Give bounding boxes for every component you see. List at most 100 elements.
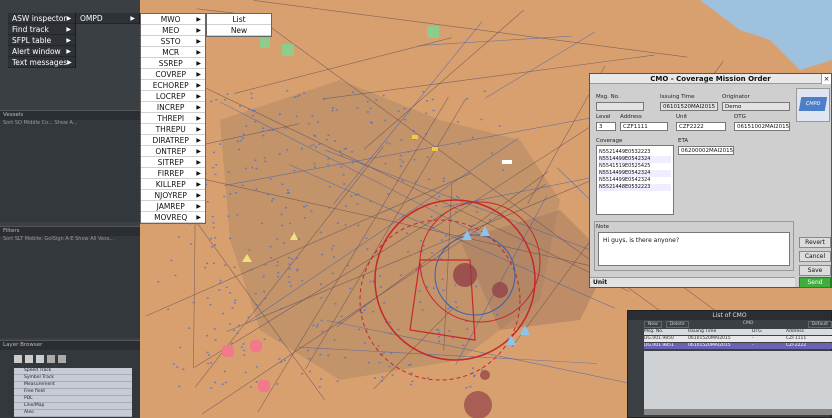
menu-item-killrep[interactable]: KILLREP ▶ (141, 179, 205, 190)
track-dot (283, 359, 286, 362)
close-icon[interactable]: × (821, 74, 831, 84)
column-header[interactable]: Address (786, 329, 804, 334)
layer-item[interactable]: Line/Map (14, 403, 132, 410)
menu-item-threpu[interactable]: THREPU ▶ (141, 124, 205, 135)
layer-item[interactable]: PDL (14, 396, 132, 403)
unit-symbol-blue[interactable] (520, 325, 530, 335)
column-header[interactable]: DTG (752, 329, 762, 334)
layer-item[interactable]: Measurement (14, 382, 132, 389)
menu-item-firrep[interactable]: FIRREP ▶ (141, 168, 205, 179)
menu-item-label: Text messages (12, 58, 68, 67)
menu-item-label: FIRREP (157, 169, 184, 178)
track-dot (431, 226, 434, 229)
submenu-arrow-icon: ▶ (66, 15, 72, 22)
layer-list: Speed Track Symbol Track Measurement Free f… (14, 368, 132, 417)
menu-item-alert-window[interactable]: Alert window ▶ (8, 46, 75, 57)
coverage-item[interactable]: N5514499E0542324 (599, 156, 671, 163)
unit-symbol-blue[interactable] (462, 230, 472, 240)
track-dot (321, 253, 324, 256)
menu-item-diratrep[interactable]: DIRATREP ▶ (141, 135, 205, 146)
delete-cmo-button[interactable]: Delete (665, 321, 689, 328)
menu-item-sitrep[interactable]: SITREP ▶ (141, 157, 205, 168)
layer-item[interactable]: Speed Track (14, 368, 132, 375)
menu-item-meo[interactable]: MEO ▶ (141, 25, 205, 36)
menu-item-find-track[interactable]: Find track ▶ (8, 24, 75, 35)
menu-item-text-messages[interactable]: Text messages ▶ (8, 57, 75, 68)
layer-item[interactable]: Symbol Track (14, 375, 132, 382)
track-dot (233, 266, 236, 268)
save-button[interactable]: Save (799, 265, 831, 276)
track-dot (472, 224, 475, 226)
unit-symbol-pink[interactable] (222, 345, 234, 357)
unit-symbol-small[interactable] (412, 135, 418, 139)
unit-symbol-pink[interactable] (250, 340, 262, 352)
coverage-item[interactable]: N5514499E0542324 (599, 170, 671, 177)
eta-field[interactable]: 06200002MAI2015 (678, 146, 734, 155)
layer-tool-button[interactable] (47, 355, 55, 363)
menu-item-ssrep[interactable]: SSREP ▶ (141, 58, 205, 69)
layer-item[interactable]: Aleo (14, 410, 132, 417)
layer-tool-button[interactable] (36, 355, 44, 363)
cancel-button[interactable]: Cancel (799, 251, 831, 262)
column-header[interactable]: Msg. No. (644, 329, 664, 334)
contact-marker[interactable] (480, 370, 490, 380)
menu-item-asw-inspector[interactable]: ASW inspector ▶ (8, 13, 75, 24)
menu-item-njoyrep[interactable]: NJOYREP ▶ (141, 190, 205, 201)
layer-tool-button[interactable] (25, 355, 33, 363)
table-row-selected[interactable]: DG.001.9851 06101520MAI2015 - CZF2222 (644, 343, 832, 349)
menu-item-mwo[interactable]: MWO ▶ (141, 14, 205, 25)
level-select[interactable]: 3 (596, 122, 616, 131)
coverage-item[interactable]: N5521449E0532223 (599, 149, 671, 156)
unit-symbol-green[interactable] (282, 44, 294, 56)
track-dot (502, 169, 505, 171)
unit-symbol-blue[interactable] (480, 226, 490, 236)
contact-marker[interactable] (464, 391, 492, 418)
column-header[interactable]: Issuing Time (688, 329, 717, 334)
note-textarea[interactable]: Hi guys, is there anyone? (598, 232, 790, 266)
coverage-list[interactable]: N5521449E0532223 N5514499E0542324 N5541519… (596, 145, 674, 215)
menu-item-sfpl-table[interactable]: SFPL table ▶ (8, 35, 75, 46)
menu-item-threpi[interactable]: THREPI ▶ (141, 113, 205, 124)
coverage-item[interactable]: N5521448E0532223 (599, 184, 671, 191)
track-dot (261, 222, 264, 225)
menu-item-jamrep[interactable]: JAMREP ▶ (141, 201, 205, 212)
unit-symbol-green[interactable] (427, 26, 439, 38)
track-dot (287, 275, 290, 278)
layer-tool-button[interactable] (58, 355, 66, 363)
horizontal-scrollbar[interactable] (644, 409, 832, 415)
unit-symbol-small[interactable] (432, 147, 438, 151)
unit-symbol-pink[interactable] (258, 380, 270, 392)
menu-item-increp[interactable]: INCREP ▶ (141, 102, 205, 113)
send-button[interactable]: Send (799, 277, 831, 288)
unit-field[interactable]: CZF2222 (676, 122, 726, 131)
unit-symbol-yellow[interactable] (290, 232, 298, 240)
unit-symbol-blue[interactable] (506, 335, 516, 345)
menu-item-covrep[interactable]: COVREP ▶ (141, 69, 205, 80)
table-row[interactable]: DG.001.9850 06101520MAI2015 - CZF1111 (644, 336, 832, 342)
menu-item-mcr[interactable]: MCR ▶ (141, 47, 205, 58)
layer-item[interactable]: Free field (14, 389, 132, 396)
unit-symbol-yellow[interactable] (242, 254, 252, 262)
menu-item-ssto[interactable]: SSTO ▶ (141, 36, 205, 47)
default-button[interactable]: Default (807, 321, 832, 328)
unit-symbol-green[interactable] (260, 38, 270, 48)
coverage-item[interactable]: N5514499E0542324 (599, 177, 671, 184)
track-dot (293, 96, 296, 98)
address-select[interactable]: CZF1111 (620, 122, 668, 131)
contact-marker[interactable] (492, 282, 508, 298)
menu-item-locrep[interactable]: LOCREP ▶ (141, 91, 205, 102)
menu-item-list[interactable]: List (207, 14, 271, 25)
menu-item-echorep[interactable]: ECHOREP ▶ (141, 80, 205, 91)
coverage-item[interactable]: N5541519E0525425 (599, 163, 671, 170)
layer-tool-button[interactable] (14, 355, 22, 363)
track-dot (407, 251, 410, 253)
menu-item-new[interactable]: New (207, 25, 271, 36)
menu-item-ompd[interactable]: OMPD ▶ (76, 13, 139, 24)
revert-button[interactable]: Revert (799, 237, 831, 248)
unit-symbol-small[interactable] (502, 160, 512, 164)
contact-marker[interactable] (453, 263, 477, 287)
dtg-field[interactable]: 06151002MAI2015 (734, 122, 790, 131)
menu-item-movreq[interactable]: MOVREQ ▶ (141, 212, 205, 223)
menu-item-ontrep[interactable]: ONTREP ▶ (141, 146, 205, 157)
new-cmo-button[interactable]: New (644, 321, 662, 328)
